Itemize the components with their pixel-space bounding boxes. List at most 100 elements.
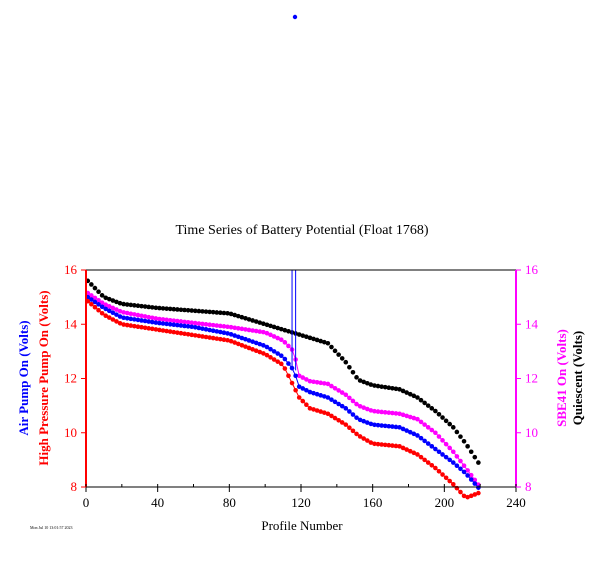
data-point	[440, 415, 445, 420]
data-point	[203, 309, 209, 314]
data-point	[182, 307, 187, 313]
left-axis-label-air-pump: Air Pump On (Volts)	[16, 320, 31, 435]
data-point	[232, 312, 238, 318]
y-tick-label-left: 16	[64, 262, 78, 277]
data-point	[407, 391, 413, 397]
data-point	[106, 296, 112, 302]
data-point	[257, 320, 263, 325]
data-point	[458, 434, 463, 439]
data-point	[336, 352, 341, 357]
series-sbe41-on	[85, 290, 481, 487]
data-point	[268, 323, 273, 329]
data-point	[157, 305, 162, 311]
series-high-pressure-pump-on	[85, 298, 481, 500]
data-point	[436, 412, 442, 417]
data-point	[325, 340, 331, 346]
data-point	[404, 390, 410, 395]
data-point	[228, 311, 234, 317]
data-point	[393, 386, 399, 392]
data-point	[121, 301, 126, 307]
data-point	[450, 425, 456, 430]
data-point	[379, 384, 384, 389]
y-tick-label-left: 14	[64, 316, 78, 331]
data-point	[425, 403, 431, 408]
y-tick-label-right: 10	[525, 425, 538, 440]
data-point	[214, 310, 220, 315]
data-point	[304, 334, 309, 340]
data-point	[361, 379, 367, 385]
data-point	[278, 326, 284, 332]
data-point	[386, 385, 392, 391]
y-tick-label-left: 8	[71, 479, 78, 494]
data-point	[433, 408, 438, 414]
y-tick-label-left: 10	[64, 425, 77, 440]
data-point	[472, 454, 478, 460]
data-point	[314, 337, 320, 343]
data-point	[343, 359, 349, 365]
data-point	[307, 335, 313, 341]
data-point	[171, 306, 177, 312]
data-point	[311, 336, 316, 342]
data-point	[354, 375, 359, 380]
data-point	[139, 303, 144, 309]
right-axis-label-quiescent: Quiescent (Volts)	[570, 331, 585, 426]
data-point	[124, 310, 130, 316]
x-tick-label: 120	[291, 495, 311, 510]
data-point	[103, 295, 109, 301]
data-point	[124, 322, 130, 328]
stray-data-point	[292, 14, 298, 20]
data-point	[329, 344, 334, 350]
data-point	[332, 348, 338, 354]
data-point	[382, 384, 388, 390]
data-point	[142, 304, 148, 309]
data-point	[364, 380, 370, 386]
data-point	[124, 302, 130, 307]
data-point	[468, 449, 474, 455]
data-point	[110, 298, 116, 303]
data-point	[135, 303, 141, 309]
series-quiescent	[85, 278, 481, 465]
data-point	[357, 378, 363, 383]
data-point	[124, 315, 130, 321]
x-tick-label: 80	[223, 495, 236, 510]
y-tick-label-left: 12	[64, 371, 77, 386]
data-point	[243, 315, 248, 321]
data-point	[264, 322, 270, 328]
data-point	[443, 418, 449, 424]
data-point	[200, 309, 205, 314]
data-point	[253, 319, 259, 324]
data-point	[189, 308, 195, 313]
data-point	[89, 282, 94, 287]
data-point	[167, 306, 173, 312]
data-point	[321, 339, 327, 345]
data-point	[153, 305, 159, 311]
data-point	[225, 310, 230, 316]
data-point	[149, 305, 155, 310]
data-point	[318, 338, 324, 344]
data-point	[114, 299, 119, 305]
data-point	[178, 307, 184, 313]
data-point	[411, 393, 417, 399]
x-tick-label: 160	[363, 495, 383, 510]
data-point	[92, 285, 98, 291]
data-point	[239, 314, 245, 320]
y-tick-label-right: 12	[525, 371, 538, 386]
y-tick-label-right: 16	[525, 262, 539, 277]
data-point	[286, 329, 291, 334]
data-point	[117, 300, 123, 306]
data-point	[429, 406, 435, 411]
data-point	[185, 307, 191, 313]
data-point	[454, 429, 460, 435]
data-point	[372, 383, 377, 388]
y-tick-label-right: 14	[525, 316, 539, 331]
data-point	[192, 308, 198, 314]
data-point	[207, 309, 212, 315]
x-axis-label: Profile Number	[261, 518, 343, 533]
data-point	[99, 293, 105, 298]
chart-title: Time Series of Battery Potential (Float …	[175, 223, 428, 238]
data-point	[132, 303, 137, 308]
data-point	[235, 313, 241, 319]
data-point	[418, 397, 424, 403]
